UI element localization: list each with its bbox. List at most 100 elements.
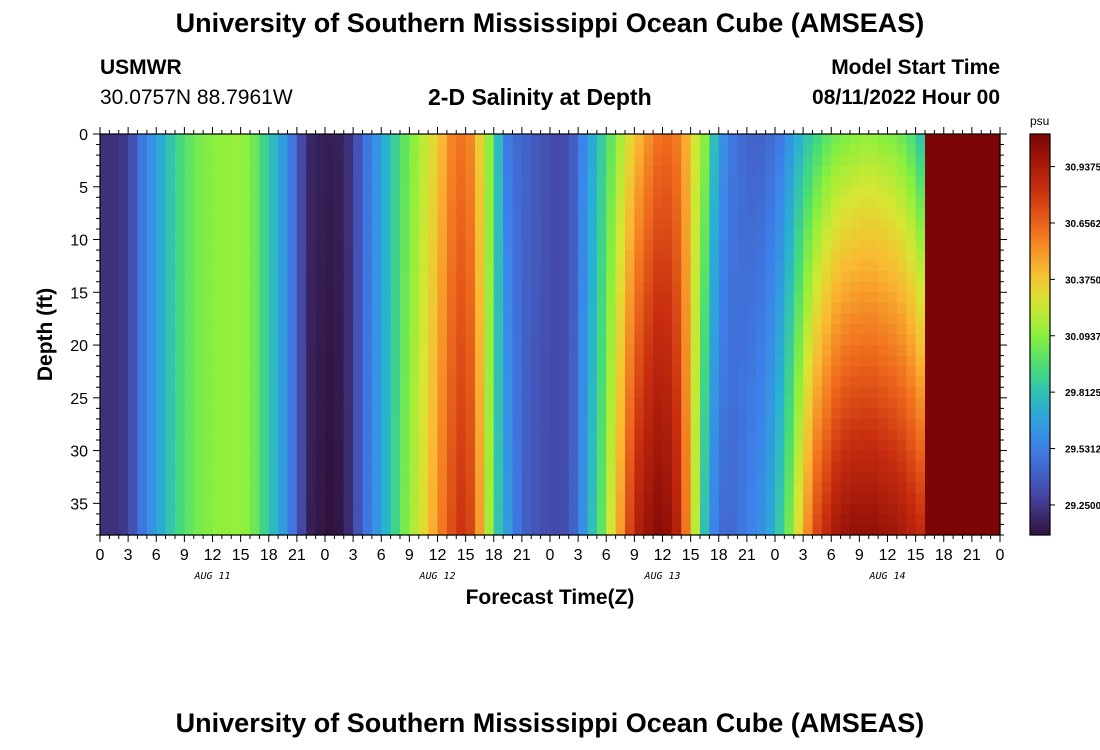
heatmap-cell: [193, 513, 204, 526]
heatmap-cell: [184, 450, 195, 462]
heatmap-cell: [906, 471, 917, 483]
heatmap-cell: [709, 387, 720, 399]
heatmap-cell: [109, 165, 120, 177]
heatmap-cell: [315, 450, 326, 462]
heatmap-cell: [428, 218, 439, 230]
heatmap-cell: [381, 461, 392, 473]
heatmap-cell: [606, 292, 617, 304]
heatmap-cell: [709, 503, 720, 515]
heatmap-cell: [418, 302, 429, 314]
heatmap-cell: [540, 461, 551, 473]
heatmap-cell: [118, 218, 129, 230]
heatmap-cell: [428, 513, 439, 526]
heatmap-cell: [709, 281, 720, 293]
heatmap-cell: [971, 355, 982, 367]
heatmap-cell: [193, 450, 204, 462]
heatmap-cell: [821, 345, 832, 357]
heatmap-cell: [625, 155, 635, 167]
heatmap-cell: [259, 513, 270, 526]
heatmap-cell: [540, 218, 551, 230]
heatmap-cell: [165, 503, 176, 515]
heatmap-cell: [887, 250, 898, 262]
heatmap-cell: [343, 260, 354, 272]
heatmap-cell: [306, 228, 317, 241]
heatmap-cell: [756, 355, 767, 367]
heatmap-cell: [915, 492, 926, 504]
heatmap-cell: [503, 176, 514, 188]
heatmap-cell: [137, 524, 148, 536]
heatmap-cell: [531, 165, 542, 177]
heatmap-cell: [803, 461, 814, 473]
x-tick-label: 3: [124, 547, 133, 564]
heatmap-cell: [362, 376, 373, 388]
heatmap-cell: [512, 397, 523, 409]
heatmap-cell: [250, 144, 260, 156]
heatmap-cell: [878, 471, 889, 483]
heatmap-cell: [653, 134, 664, 146]
heatmap-cell: [193, 281, 204, 293]
heatmap-cell: [493, 429, 504, 441]
heatmap-cell: [878, 176, 889, 188]
heatmap-cell: [859, 366, 870, 378]
heatmap-cell: [925, 450, 935, 462]
heatmap-cell: [362, 292, 373, 304]
heatmap-cell: [409, 134, 420, 146]
heatmap-cell: [840, 418, 851, 431]
heatmap-cell: [765, 492, 776, 504]
heatmap-cell: [362, 440, 373, 452]
heatmap-cell: [521, 408, 532, 420]
heatmap-cell: [596, 207, 607, 220]
heatmap-cell: [915, 429, 926, 441]
heatmap-cell: [718, 355, 729, 367]
heatmap-cell: [231, 408, 242, 420]
heatmap-cell: [812, 440, 823, 452]
heatmap-cell: [100, 345, 110, 357]
heatmap-cell: [203, 408, 214, 420]
heatmap-cell: [306, 450, 317, 462]
heatmap-cell: [643, 207, 654, 220]
heatmap-cell: [943, 355, 954, 367]
heatmap-cell: [643, 366, 654, 378]
heatmap-cell: [559, 355, 570, 367]
heatmap-cell: [465, 207, 476, 220]
heatmap-cell: [400, 239, 410, 251]
heatmap-cell: [409, 302, 420, 314]
heatmap-cell: [625, 165, 635, 177]
heatmap-cell: [728, 134, 739, 146]
heatmap-cell: [681, 503, 692, 515]
heatmap-cell: [793, 461, 804, 473]
heatmap-cell: [990, 355, 1001, 367]
heatmap-cell: [390, 408, 401, 420]
heatmap-cell: [193, 197, 204, 209]
heatmap-cell: [118, 503, 129, 515]
heatmap-cell: [765, 471, 776, 483]
heatmap-cell: [896, 323, 907, 336]
heatmap-cell: [700, 334, 710, 346]
heatmap-cell: [287, 376, 298, 388]
heatmap-cell: [971, 524, 982, 536]
heatmap-cell: [756, 197, 767, 209]
heatmap-cell: [934, 271, 945, 283]
heatmap-cell: [981, 503, 992, 515]
heatmap-cell: [934, 334, 945, 346]
heatmap-cell: [315, 228, 326, 241]
heatmap-cell: [446, 292, 457, 304]
heatmap-cell: [250, 366, 260, 378]
heatmap-cell: [203, 239, 214, 251]
heatmap-cell: [775, 260, 785, 272]
heatmap-cell: [156, 218, 167, 230]
heatmap-cell: [128, 345, 139, 357]
heatmap-cell: [428, 197, 439, 209]
heatmap-cell: [137, 281, 148, 293]
heatmap-cell: [418, 218, 429, 230]
heatmap-cell: [465, 155, 476, 167]
heatmap-cell: [962, 313, 973, 325]
heatmap-cell: [400, 250, 410, 262]
x-axis-title: Forecast Time(Z): [466, 586, 635, 609]
heatmap-cell: [878, 228, 889, 241]
heatmap-cell: [943, 440, 954, 452]
heatmap-cell: [371, 397, 382, 409]
heatmap-cell: [643, 302, 654, 314]
heatmap-cell: [840, 176, 851, 188]
heatmap-cell: [325, 450, 335, 462]
